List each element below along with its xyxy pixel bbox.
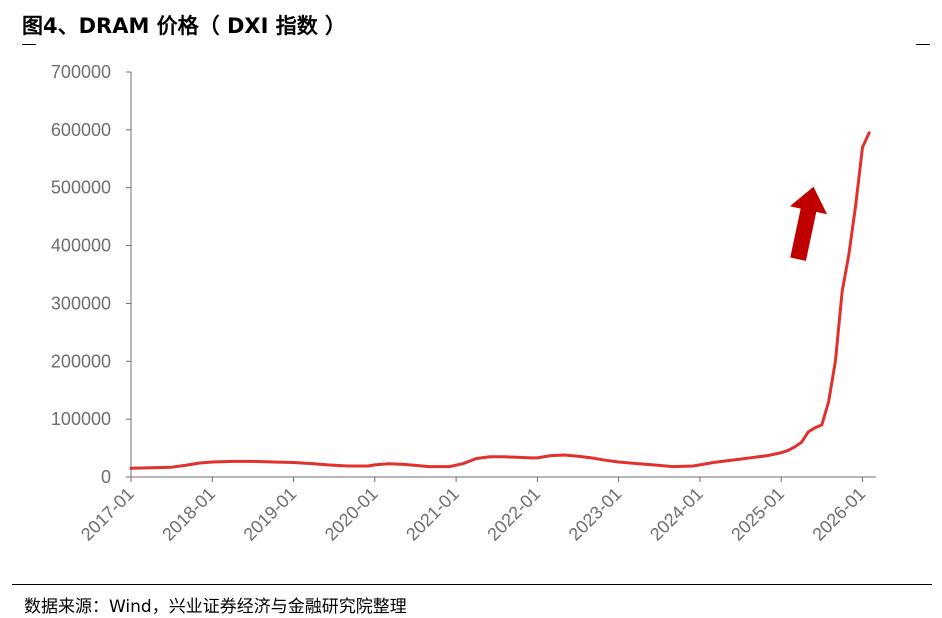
y-tick-label: 700000 xyxy=(51,62,111,82)
series-layer xyxy=(129,131,871,470)
y-tick-label: 200000 xyxy=(51,351,111,371)
y-tick-label: 300000 xyxy=(51,293,111,313)
x-tick-label: 2022-01 xyxy=(483,484,544,545)
y-tick-label: 400000 xyxy=(51,236,111,256)
x-axis: 2017-01 2018-01 2019-01 2020-01 2021-01 2022-… xyxy=(77,476,876,545)
header-rule-right xyxy=(916,44,930,45)
x-tick-label: 2020-01 xyxy=(321,484,382,545)
x-tick-label: 2024-01 xyxy=(646,484,707,545)
y-axis: 0 100000 200000 300000 400000 500000 600000 700… xyxy=(51,62,132,487)
up-arrow-annotation xyxy=(789,186,828,261)
source-note: 数据来源：Wind，兴业证券经济与金融研究院整理 xyxy=(24,597,407,617)
x-tick-label: 2017-01 xyxy=(77,484,138,545)
y-tick-label: 500000 xyxy=(51,178,111,198)
up-arrow-shape xyxy=(789,186,828,261)
annotation-layer xyxy=(789,186,828,261)
footer-rule xyxy=(12,584,932,585)
y-tick-label: 0 xyxy=(101,467,111,487)
x-tick-label: 2018-01 xyxy=(158,484,219,545)
header-rule-left xyxy=(22,44,36,45)
x-tick-label: 2026-01 xyxy=(808,484,869,545)
x-tick-label: 2021-01 xyxy=(402,484,463,545)
x-tick-label: 2025-01 xyxy=(727,484,788,545)
x-tick-label: 2019-01 xyxy=(240,484,301,545)
series-line xyxy=(129,131,871,470)
y-tick-label: 600000 xyxy=(51,120,111,140)
y-tick-label: 100000 xyxy=(51,409,111,429)
chart-title: 图4、DRAM 价格（ DXI 指数 ） xyxy=(22,14,347,38)
x-tick-label: 2023-01 xyxy=(565,484,626,545)
